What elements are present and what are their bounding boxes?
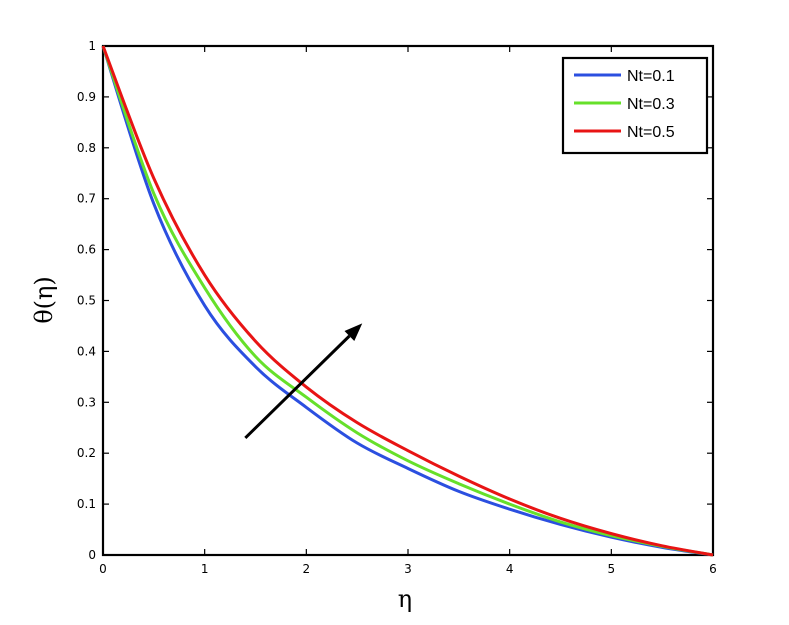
y-tick-label: 0.6 xyxy=(77,243,96,257)
legend: Nt=0.1 Nt=0.3 Nt=0.5 xyxy=(561,56,709,155)
x-tick-label: 0 xyxy=(99,562,107,576)
y-tick-label: 0.3 xyxy=(77,395,96,409)
legend-item: Nt=0.1 xyxy=(574,68,675,85)
legend-label: Nt=0.5 xyxy=(627,124,675,141)
legend-label: Nt=0.1 xyxy=(627,68,675,85)
annotation-layer xyxy=(244,323,363,440)
series-line-1 xyxy=(101,45,714,557)
x-tick-label: 3 xyxy=(404,562,412,576)
series-lines xyxy=(101,45,714,557)
legend-item: Nt=0.3 xyxy=(574,96,675,113)
y-tick-label: 0.9 xyxy=(77,90,96,104)
x-tick-label: 2 xyxy=(303,562,311,576)
x-axis-label: η xyxy=(398,585,412,613)
y-tick-label: 0.4 xyxy=(77,344,96,358)
y-tick-label: 0.2 xyxy=(77,446,96,460)
tick-labels: 0 1 2 3 4 5 6 0 0.1 0.2 0.3 0.4 0.5 0.6 0.7 0.8 0.9 1 xyxy=(77,39,717,576)
series-line-0 xyxy=(101,45,714,557)
y-tick-label: 0.8 xyxy=(77,141,96,155)
annotation-arrow-head xyxy=(344,323,363,341)
y-axis-label: θ(η) xyxy=(30,276,58,324)
legend-label: Nt=0.3 xyxy=(627,96,675,113)
x-tick-label: 5 xyxy=(608,562,616,576)
legend-item: Nt=0.5 xyxy=(574,124,675,141)
y-tick-label: 0.1 xyxy=(77,497,96,511)
x-tick-label: 4 xyxy=(506,562,514,576)
x-tick-label: 6 xyxy=(709,562,717,576)
annotation-arrow-shaft xyxy=(244,334,351,440)
series-line-2 xyxy=(101,45,714,557)
y-tick-label: 1 xyxy=(88,39,96,53)
x-tick-label: 1 xyxy=(201,562,209,576)
y-tick-label: 0.5 xyxy=(77,294,96,308)
y-tick-label: 0 xyxy=(88,548,96,562)
y-tick-label: 0.7 xyxy=(77,192,96,206)
